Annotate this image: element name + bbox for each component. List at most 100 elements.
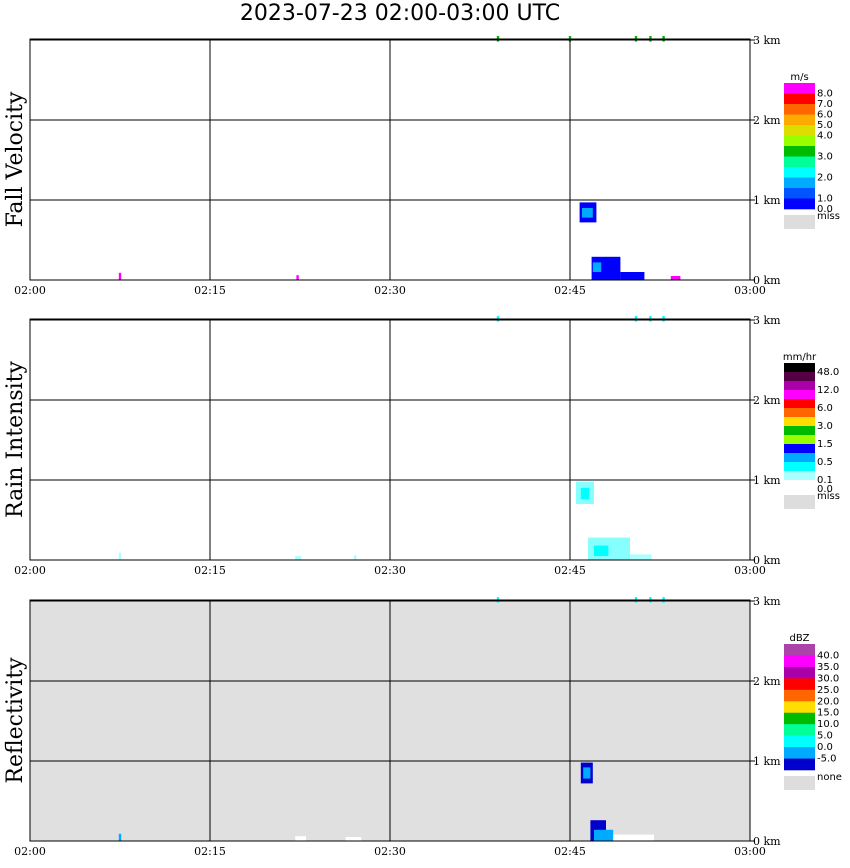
colorbar-swatch: [784, 156, 815, 168]
data-cell: [118, 272, 122, 280]
data-cell: [620, 272, 645, 280]
y-tick-label: 2 km: [753, 675, 781, 688]
y-tick-label: 1 km: [753, 755, 781, 768]
y-tick-label: 3 km: [753, 314, 781, 327]
data-cell: [354, 555, 357, 560]
x-tick-label: 02:45: [554, 564, 586, 577]
colorbar-label: -5.0: [817, 754, 837, 765]
y-tick-label: 0 km: [753, 274, 781, 287]
colorbar-label: 20.0: [817, 696, 839, 707]
colorbar-label: 35.0: [817, 662, 839, 673]
colorbar-swatch: [784, 712, 815, 725]
x-tick-label: 02:15: [194, 845, 226, 858]
colorbar-label: 0.1: [817, 475, 833, 486]
colorbar-swatch: [784, 363, 815, 373]
colorbar-swatch: [784, 188, 815, 199]
colorbar-label: 7.0: [817, 99, 833, 110]
colorbar-swatch: [784, 666, 815, 679]
colorbar-label: 4.0: [817, 131, 833, 142]
y-tick-label: 3 km: [753, 34, 781, 47]
plot-frame: [29, 599, 751, 842]
colorbar-label: 8.0: [817, 89, 833, 100]
data-cell: [583, 767, 591, 779]
y-tick-label: 1 km: [753, 194, 781, 207]
colorbar-missing-label: miss: [817, 211, 840, 222]
x-tick-label: 02:30: [374, 284, 406, 297]
data-cell: [582, 208, 593, 218]
x-tick-label: 02:00: [14, 284, 46, 297]
colorbar-swatch: [784, 114, 815, 126]
data-cell: [594, 545, 609, 556]
rain-intensity-panel: 02:00 02:15 02:30 02:45 03:000 km 1 km 2 km 3 k…: [3, 314, 840, 577]
colorbar-swatch: [784, 426, 815, 436]
colorbar-swatch: [784, 390, 815, 400]
colorbar-swatch: [784, 480, 815, 490]
data-cell: [670, 276, 681, 280]
plot-frame: [29, 318, 751, 561]
x-tick-label: 02:15: [194, 564, 226, 577]
x-tick-label: 02:15: [194, 284, 226, 297]
colorbar-label: 0.0: [817, 742, 833, 753]
colorbar-label: 12.0: [817, 385, 839, 396]
y-tick-label: 0 km: [753, 554, 781, 567]
colorbar-swatch: [784, 125, 815, 136]
data-cell: [630, 554, 652, 560]
colorbar-swatch: [784, 372, 815, 382]
colorbar-label: 0.5: [817, 457, 833, 468]
colorbar-swatch: [784, 453, 815, 463]
x-tick-label: 02:45: [554, 845, 586, 858]
colorbar-swatch: [784, 689, 815, 702]
data-cell: [295, 556, 302, 560]
colorbar-swatch: [784, 417, 815, 427]
y-tick-label: 3 km: [753, 595, 781, 608]
colorbar-unit: dBZ: [789, 633, 809, 644]
data-cell: [613, 834, 654, 841]
colorbar-swatch: [784, 701, 815, 714]
colorbar-swatch: [784, 135, 815, 147]
x-tick-label: 02:00: [14, 845, 46, 858]
y-tick-label: 0 km: [753, 835, 781, 848]
colorbar-swatch: [784, 724, 815, 736]
x-tick-label: 03:00: [734, 845, 766, 858]
plot-frame: [29, 38, 751, 281]
y-axis-label: Rain Intensity: [3, 360, 28, 517]
colorbar-missing-swatch: [784, 495, 815, 509]
colorbar-swatch: [784, 177, 815, 189]
colorbar-swatch: [784, 198, 815, 210]
colorbar-swatch: [784, 93, 815, 105]
colorbar-label: 15.0: [817, 708, 839, 719]
colorbar-label: 25.0: [817, 685, 839, 696]
colorbar-swatch: [784, 146, 815, 157]
colorbar-missing-swatch: [784, 215, 815, 229]
colorbar-swatch: [784, 758, 815, 771]
colorbar-label: 0.0: [817, 204, 833, 215]
colorbar-label: 1.5: [817, 439, 833, 450]
colorbar-swatch: [784, 167, 815, 178]
colorbar-swatch: [784, 435, 815, 445]
y-axis-label: Fall Velocity: [3, 91, 28, 227]
colorbar-swatch: [784, 83, 815, 94]
colorbar-label: 3.0: [817, 421, 833, 432]
colorbar-swatch: [784, 678, 815, 691]
data-cell: [594, 829, 614, 841]
data-cell: [118, 833, 122, 841]
colorbar-label: 6.0: [817, 110, 833, 121]
data-cell: [295, 836, 306, 841]
colorbar-swatch: [784, 408, 815, 418]
data-cell: [580, 488, 590, 500]
colorbar-missing-label: none: [817, 772, 842, 783]
x-tick-label: 02:30: [374, 845, 406, 858]
y-tick-label: 2 km: [753, 114, 781, 127]
y-tick-label: 2 km: [753, 394, 781, 407]
colorbar-swatch: [784, 747, 815, 759]
colorbar-label: 3.0: [817, 152, 833, 163]
y-tick-label: 1 km: [753, 474, 781, 487]
colorbar-unit: mm/hr: [783, 352, 817, 363]
colorbar-label: 40.0: [817, 650, 839, 661]
colorbar-swatch: [784, 381, 815, 391]
colorbar-label: 10.0: [817, 719, 839, 730]
colorbar-swatch: [784, 644, 815, 656]
data-cell: [345, 837, 362, 841]
colorbar-label: 1.0: [817, 194, 833, 205]
data-cell: [296, 275, 299, 280]
